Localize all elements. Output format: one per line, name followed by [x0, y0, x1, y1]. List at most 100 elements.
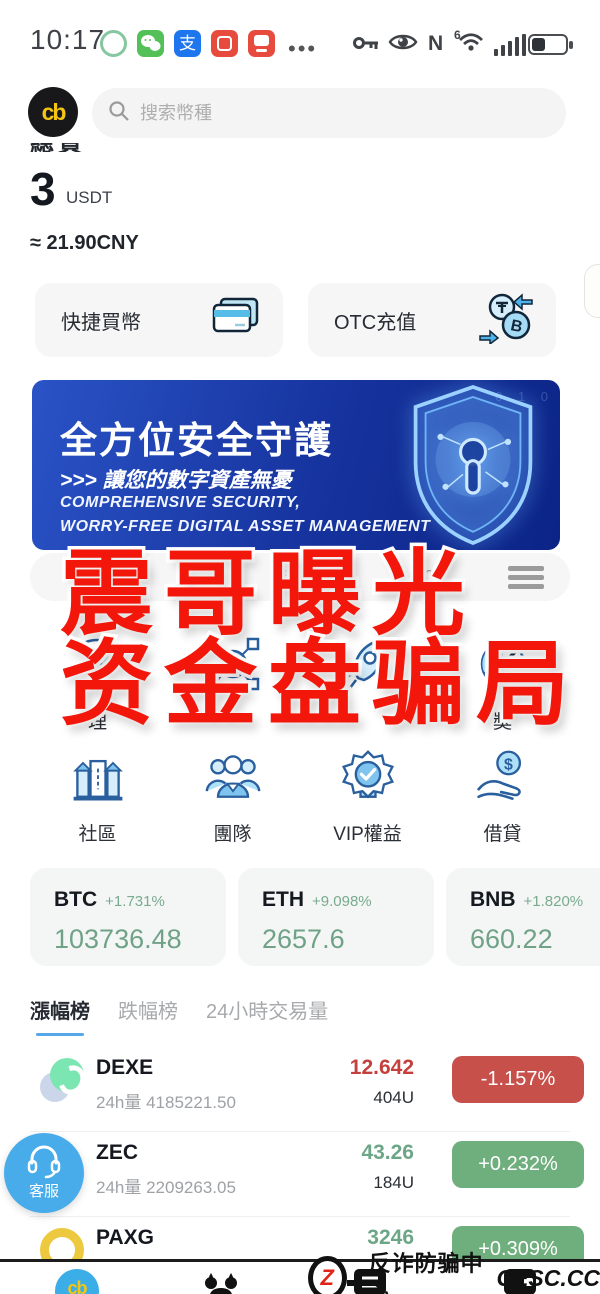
balance-currency: USDT — [66, 188, 113, 207]
weather-app-icon — [100, 30, 127, 57]
clock: 10:17 — [30, 24, 106, 55]
coin-volume: 24h量 2209263.05 — [96, 1178, 236, 1197]
anti-fraud-site: CESC.CC — [496, 1264, 600, 1291]
customer-service-button[interactable]: 客服 — [4, 1133, 84, 1213]
coin-row-zec[interactable]: ZEC 24h量 2209263.05 43.26 184U +0.232% — [0, 1133, 600, 1218]
signal-bars-icon — [494, 34, 526, 56]
ticker-card-eth[interactable]: ETH +9.098% 2657.6 — [238, 868, 434, 966]
banner-title: 全方位安全守護 — [60, 420, 333, 461]
headset-icon — [27, 1145, 61, 1179]
more-notifications-icon: ••• — [288, 36, 318, 61]
announcement-fragment: s — [130, 567, 138, 584]
row-divider — [30, 1131, 570, 1132]
balance-fiat-value: ≈ 21.90CNY — [30, 232, 139, 254]
search-input[interactable] — [140, 102, 520, 124]
coin-volume: 24h量 4185221.50 — [96, 1093, 236, 1112]
dexe-coin-icon — [40, 1058, 84, 1102]
customer-service-label: 客服 — [28, 1183, 59, 1200]
anti-fraud-logo-icon: Z — [308, 1256, 379, 1294]
coin-symbol: ZEC — [96, 1141, 138, 1164]
wechat-app-icon — [137, 30, 164, 57]
banner-english-line2: WORRY-FREE DIGITAL ASSET MANAGEMENT — [60, 518, 431, 535]
ticker-change: +9.098% — [312, 893, 372, 910]
app-logo[interactable]: cb — [28, 87, 78, 137]
grid-item-launch[interactable] — [300, 632, 435, 707]
tab-losers[interactable]: 跌幅榜 — [118, 1001, 178, 1023]
overlay-warning-line2: 资金盘骗局 — [57, 632, 580, 736]
announcement-fragment: 2, — [425, 567, 438, 584]
tab-gainers[interactable]: 漲幅榜 — [30, 995, 90, 1036]
svg-text:$: $ — [503, 757, 512, 774]
svg-text:$: $ — [93, 653, 103, 673]
nav-wallet-icon[interactable] — [500, 1269, 540, 1294]
red-app-icon-2 — [248, 30, 275, 57]
grid-item-label: 團隊 — [213, 824, 252, 845]
nav-market-icon[interactable] — [195, 1271, 247, 1294]
clipped-text-fragment: 總資產 — [30, 143, 94, 152]
grid-item-mining[interactable]: $ — [165, 632, 300, 707]
network-dollar-icon: $ — [201, 637, 265, 700]
shield-icon — [398, 382, 548, 550]
coin-price: 12.642 — [349, 1056, 414, 1079]
grid-item-finance[interactable]: $ 理 — [30, 632, 165, 734]
ticker-symbol: ETH — [262, 888, 304, 911]
floating-widget-edge[interactable] — [584, 264, 600, 318]
grid-item-team[interactable]: 團隊 — [165, 748, 300, 846]
ticker-price: 103736.48 — [54, 924, 182, 954]
ticker-symbol: BNB — [470, 888, 516, 911]
grid-item-community[interactable]: 社區 — [30, 748, 165, 846]
nav-home-icon[interactable]: cb — [55, 1269, 99, 1294]
grid-item-loan[interactable]: $ 借貸 — [435, 748, 570, 846]
grid-item-lottery[interactable]: 獎 — [435, 632, 570, 734]
ticker-symbol: BTC — [54, 888, 98, 911]
quick-buy-button[interactable]: 快捷買幣 — [35, 283, 283, 357]
svg-text:B: B — [509, 317, 524, 336]
nfc-icon: N — [428, 32, 444, 55]
coin-price: 3246 — [367, 1226, 414, 1249]
battery-icon — [528, 34, 573, 55]
community-building-icon — [68, 759, 128, 812]
anti-fraud-text: 反诈防骗中心 — [368, 1251, 484, 1294]
search-bar[interactable] — [92, 88, 566, 138]
grid-item-label: VIP權益 — [333, 824, 402, 845]
coin-unit-value: 184U — [373, 1173, 414, 1192]
key-icon — [352, 34, 380, 57]
vip-badge-icon — [338, 750, 398, 812]
coin-change-badge[interactable]: -1.157% — [452, 1056, 584, 1103]
exchange-dollar-icon: $ — [66, 636, 130, 700]
grid-item-label: 借貸 — [483, 824, 522, 845]
grid-item-label: 理 — [87, 712, 107, 733]
rocket-icon — [336, 638, 400, 700]
banner-subtitle: >>> 讓您的數字資產無憂 — [60, 469, 292, 492]
ticker-change: +1.731% — [105, 893, 165, 910]
ticker-price: 2657.6 — [262, 924, 345, 954]
red-app-icon — [211, 30, 238, 57]
tab-24h-volume[interactable]: 24小時交易量 — [206, 1001, 329, 1023]
quick-buy-label: 快捷買幣 — [61, 311, 141, 334]
grid-item-label: 社區 — [78, 824, 117, 845]
coin-change-badge[interactable]: +0.232% — [452, 1141, 584, 1188]
otc-coins-icon: B — [478, 292, 534, 349]
ticker-price: 660.22 — [470, 924, 553, 954]
ticker-card-bnb[interactable]: BNB +1.820% 660.22 — [446, 868, 600, 966]
anti-fraud-watermark: Z 反诈防骗中心 CESC.CC — [308, 1246, 600, 1294]
announcement-bar[interactable]: s $ 2, — [30, 553, 570, 601]
announcement-fragment: $ — [280, 567, 289, 584]
grid-item-vip[interactable]: VIP權益 — [300, 748, 435, 846]
svg-text:$: $ — [228, 655, 238, 675]
overlay-warning-line1: 震哥曝光 — [57, 542, 476, 646]
announcement-menu-icon[interactable] — [508, 566, 544, 593]
coin-row-dexe[interactable]: DEXE 24h量 4185221.50 12.642 404U -1.157% — [0, 1048, 600, 1133]
ticker-card-btc[interactable]: BTC +1.731% 103736.48 — [30, 868, 226, 966]
balance-amount: 3 — [30, 163, 56, 215]
team-icon — [203, 755, 263, 812]
search-icon — [108, 100, 130, 127]
otc-deposit-button[interactable]: OTC充值 B — [308, 283, 556, 357]
security-banner[interactable]: 0 1 0 全方位安全守護 >>> 讓您的數字資產無憂 COMPREHENSIV… — [32, 380, 560, 550]
row-divider — [30, 1216, 570, 1217]
wifi-icon: 6 — [454, 28, 486, 59]
status-bar: 10:17 支 ••• N 6 — [0, 18, 600, 62]
ticker-change: +1.820% — [523, 893, 584, 910]
credit-card-icon — [209, 295, 261, 346]
